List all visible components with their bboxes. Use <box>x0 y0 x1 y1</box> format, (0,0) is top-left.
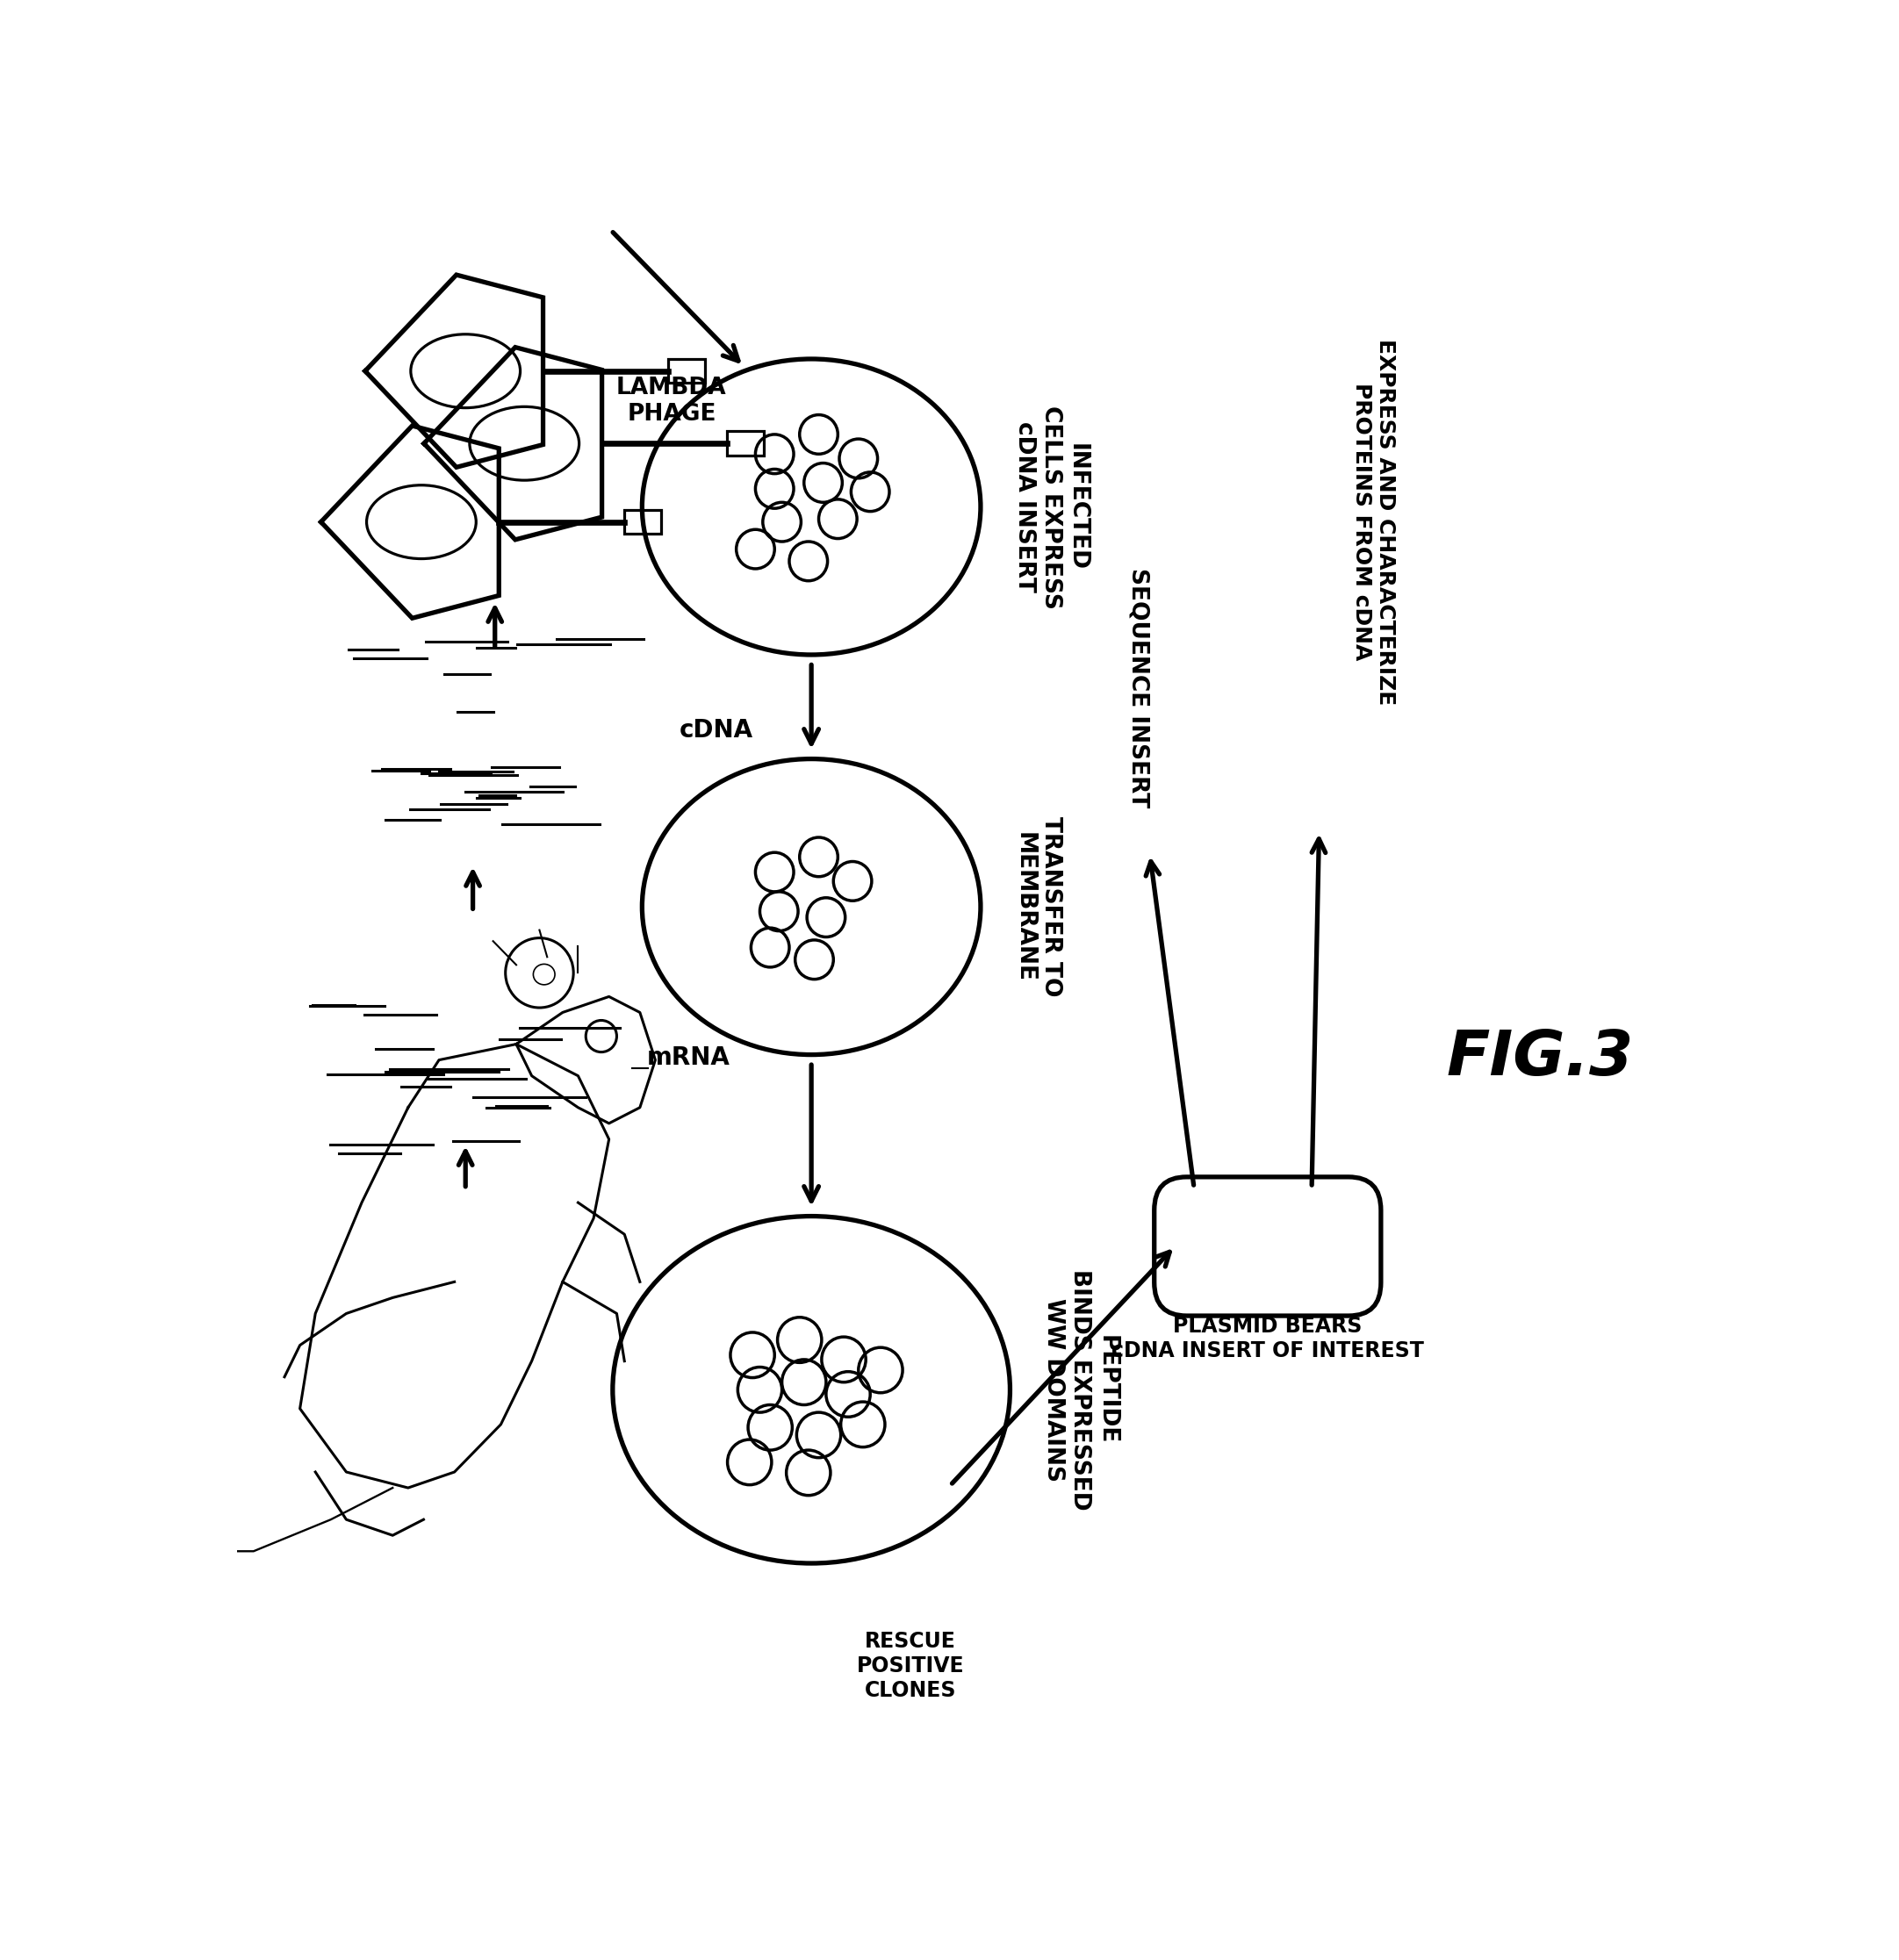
Text: cDNA: cDNA <box>680 717 752 743</box>
Text: FIG.3: FIG.3 <box>1447 1027 1633 1088</box>
Text: TRANSFER TO
MEMBRANE: TRANSFER TO MEMBRANE <box>1012 817 1062 998</box>
Text: EXPRESS AND CHARACTERIZE
PROTEINS FROM cDNA: EXPRESS AND CHARACTERIZE PROTEINS FROM c… <box>1350 339 1396 706</box>
Text: SEQUENCE INSERT: SEQUENCE INSERT <box>1126 568 1149 808</box>
Text: RESCUE
POSITIVE
CLONES: RESCUE POSITIVE CLONES <box>856 1631 965 1701</box>
Text: LAMBDA
PHAGE: LAMBDA PHAGE <box>617 376 727 425</box>
Text: mRNA: mRNA <box>646 1045 729 1070</box>
Text: INFECTED
CELLS EXPRESS
cDNA INSERT: INFECTED CELLS EXPRESS cDNA INSERT <box>1012 406 1088 610</box>
Text: PEPTIDE
BINDS EXPRESSED
WW DOMAINS: PEPTIDE BINDS EXPRESSED WW DOMAINS <box>1043 1270 1119 1511</box>
Text: PLASMID BEARS
cDNA INSERT OF INTEREST: PLASMID BEARS cDNA INSERT OF INTEREST <box>1111 1315 1424 1362</box>
